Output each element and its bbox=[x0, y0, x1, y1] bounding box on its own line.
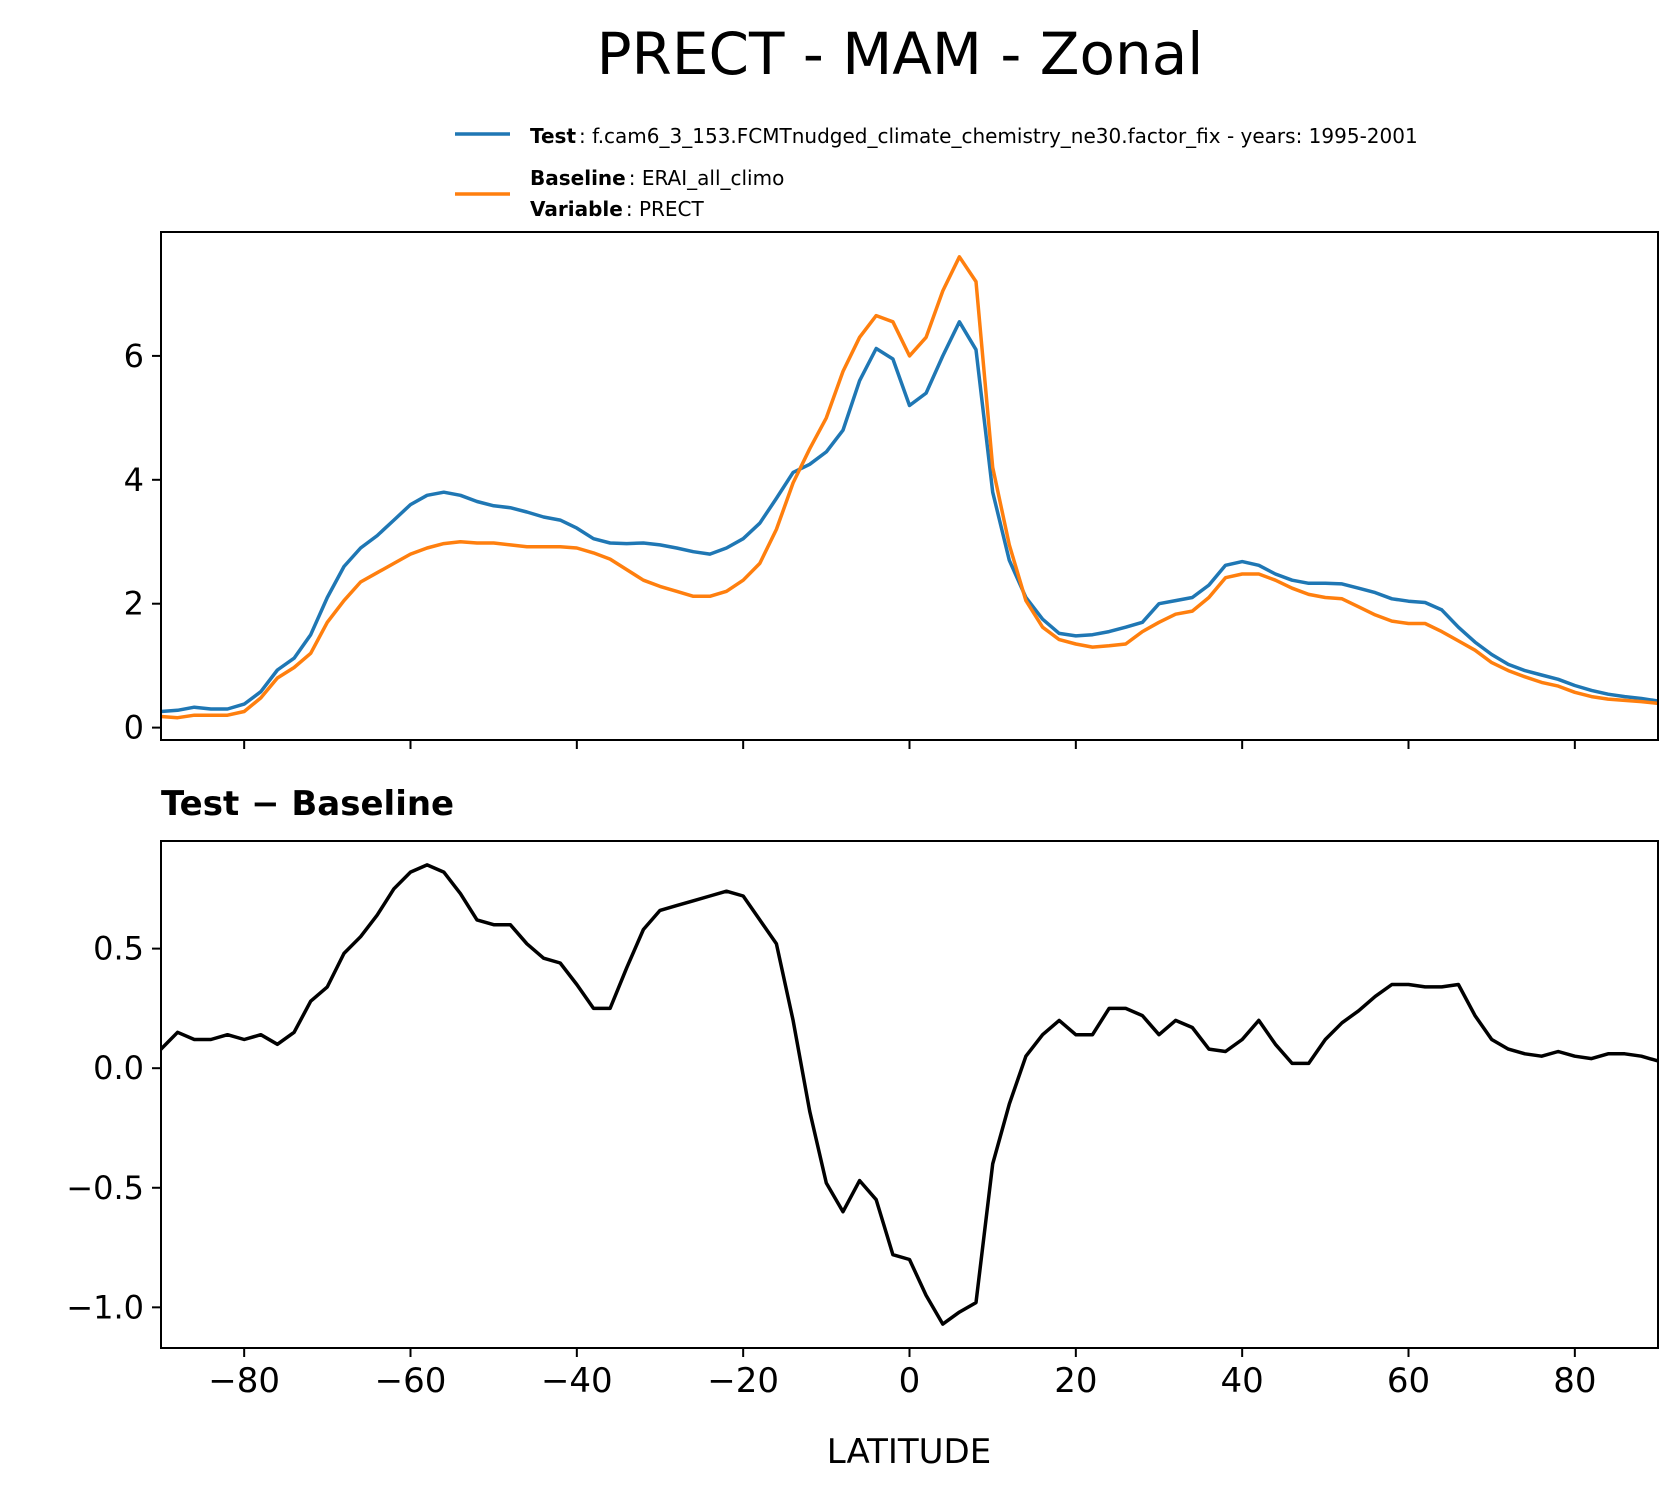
bottom-series-group bbox=[161, 863, 1658, 1326]
legend-test-entry: Test: f.cam6_3_153.FCMTnudged_climate_ch… bbox=[530, 124, 1418, 148]
legend-baseline-value: : ERAI_all_climo bbox=[629, 166, 785, 190]
y-tick-label: 2 bbox=[124, 585, 144, 623]
y-tick-label: 4 bbox=[124, 461, 144, 499]
legend-test-key: Test bbox=[530, 124, 576, 148]
y-tick-label: 0.5 bbox=[93, 930, 144, 968]
bottom-panel: 0.5 0.0 −0.5 −1.0 −80 −60 −40 −20 0 20 40 60 80 bbox=[66, 840, 1659, 1401]
series-line-test bbox=[161, 320, 1658, 714]
y-tick-label: −0.5 bbox=[66, 1169, 144, 1207]
x-axis-label: LATITUDE bbox=[827, 1432, 991, 1472]
x-tick-label: −60 bbox=[375, 1361, 447, 1401]
legend-baseline-key: Baseline bbox=[530, 166, 626, 190]
legend: Test: f.cam6_3_153.FCMTnudged_climate_ch… bbox=[455, 124, 1418, 221]
x-tick-label: −20 bbox=[707, 1361, 779, 1401]
legend-baseline-entry: Baseline: ERAI_all_climo bbox=[530, 166, 784, 190]
y-tick-label: −1.0 bbox=[66, 1288, 144, 1326]
bottom-axes-group: 0.5 0.0 −0.5 −1.0 −80 −60 −40 −20 0 20 40 60 80 bbox=[66, 930, 1596, 1401]
top-panel: 0 2 4 6 bbox=[124, 231, 1659, 749]
x-tick-label: 60 bbox=[1387, 1361, 1430, 1401]
top-plot-frame bbox=[160, 231, 1659, 741]
x-tick-label: −40 bbox=[541, 1361, 613, 1401]
legend-variable-entry: Variable: PRECT bbox=[530, 197, 704, 221]
series-line-baseline bbox=[161, 255, 1658, 720]
y-tick-label: 0.0 bbox=[93, 1049, 144, 1087]
y-tick-label: 6 bbox=[124, 337, 144, 375]
x-tick-label: 20 bbox=[1054, 1361, 1097, 1401]
x-tick-label: 40 bbox=[1221, 1361, 1264, 1401]
series-line-test-baseline bbox=[161, 863, 1658, 1326]
bottom-panel-title: Test − Baseline bbox=[161, 784, 454, 824]
x-tick-label: −80 bbox=[208, 1361, 280, 1401]
legend-variable-key: Variable bbox=[530, 197, 623, 221]
x-tick-label: 80 bbox=[1553, 1361, 1596, 1401]
x-tick-label: 0 bbox=[899, 1361, 921, 1401]
y-tick-label: 0 bbox=[124, 709, 144, 747]
figure-title: PRECT - MAM - Zonal bbox=[597, 20, 1204, 88]
top-axes-group: 0 2 4 6 bbox=[124, 337, 1576, 749]
legend-test-value: : f.cam6_3_153.FCMTnudged_climate_chemis… bbox=[579, 124, 1418, 148]
bottom-plot-frame bbox=[160, 840, 1659, 1349]
top-series-group bbox=[161, 255, 1658, 720]
legend-variable-value: : PRECT bbox=[626, 197, 705, 221]
